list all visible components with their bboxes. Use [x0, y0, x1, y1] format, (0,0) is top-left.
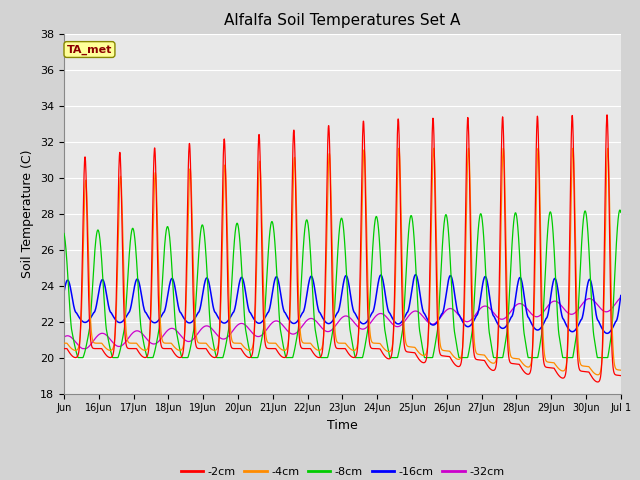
Text: TA_met: TA_met — [67, 44, 112, 55]
Legend: -2cm, -4cm, -8cm, -16cm, -32cm: -2cm, -4cm, -8cm, -16cm, -32cm — [176, 463, 509, 480]
Y-axis label: Soil Temperature (C): Soil Temperature (C) — [22, 149, 35, 278]
Title: Alfalfa Soil Temperatures Set A: Alfalfa Soil Temperatures Set A — [224, 13, 461, 28]
X-axis label: Time: Time — [327, 419, 358, 432]
